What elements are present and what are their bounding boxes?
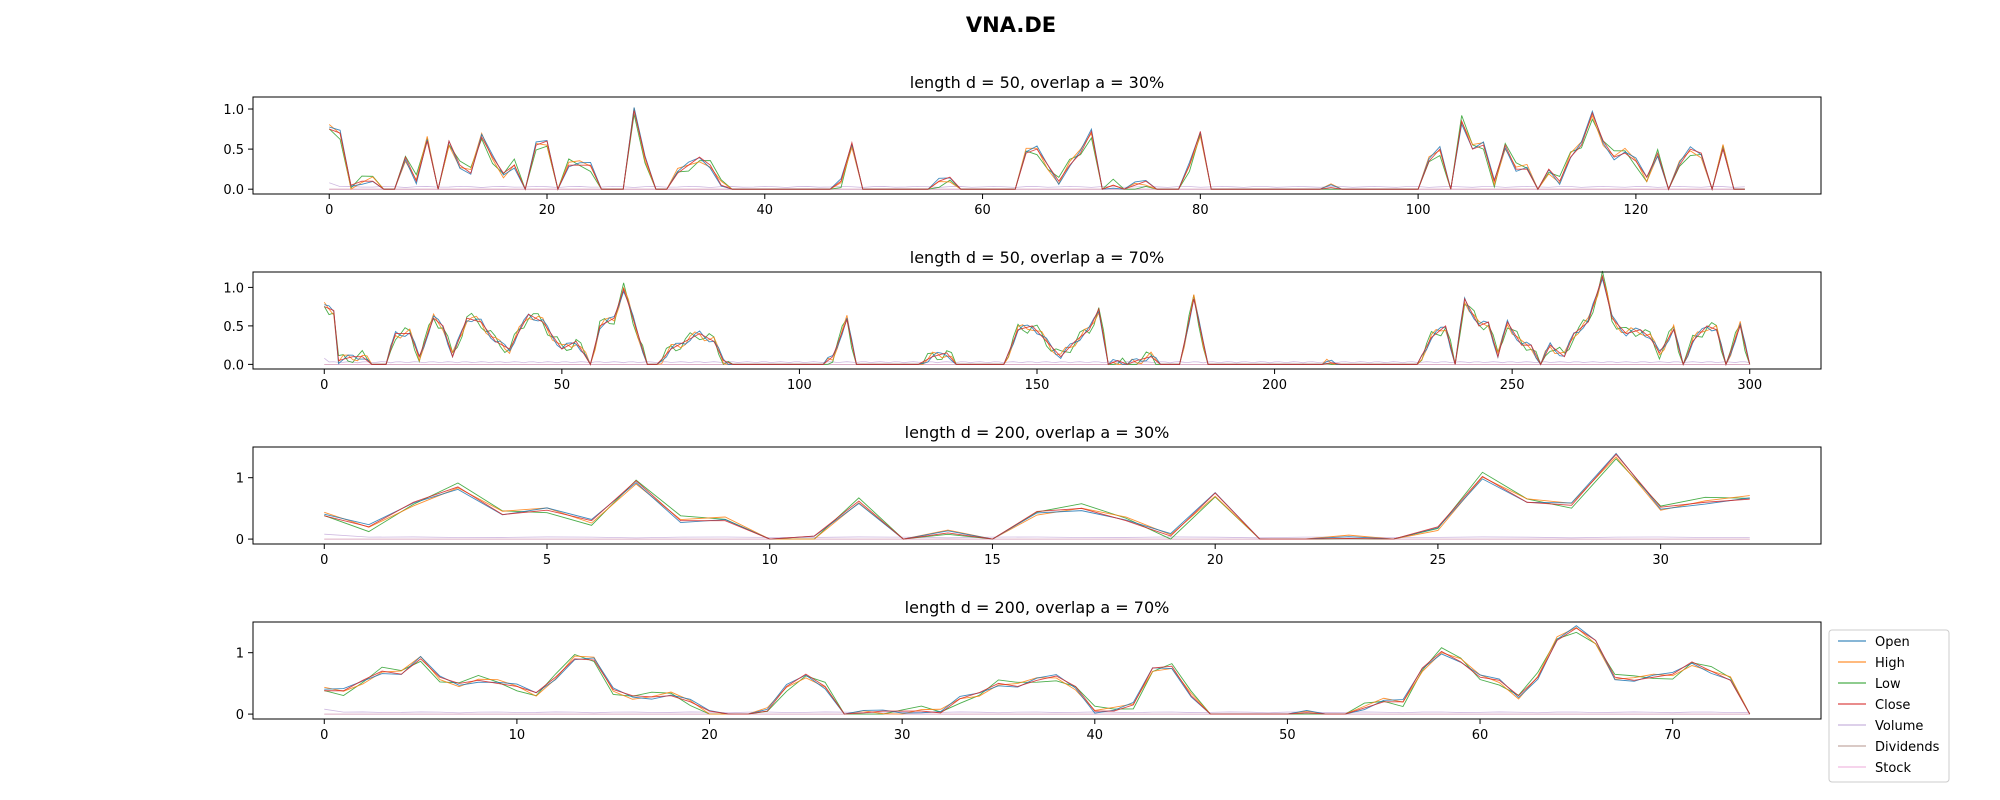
legend-label-dividends: Dividends (1875, 740, 1940, 755)
y-tick-label: 1.0 (223, 103, 244, 118)
x-tick-label: 0 (320, 378, 328, 393)
x-tick-label: 10 (509, 728, 526, 743)
series-line-volume (329, 182, 1745, 188)
series-line-close (324, 274, 1751, 366)
x-tick-label: 30 (1652, 553, 1669, 568)
x-tick-label: 80 (1192, 203, 1209, 218)
figure-title: VNA.DE (966, 13, 1056, 37)
legend-label-high: High (1875, 656, 1905, 671)
y-tick-label: 1 (236, 647, 244, 662)
legend-label-volume: Volume (1875, 719, 1923, 734)
series-line-open (329, 107, 1745, 191)
series-line-low (324, 458, 1750, 540)
legend-box (1828, 629, 1950, 783)
x-tick-label: 0 (320, 553, 328, 568)
x-tick-label: 0 (320, 728, 328, 743)
x-tick-label: 25 (1430, 553, 1447, 568)
series-line-low (324, 631, 1751, 715)
y-tick-label: 0 (236, 708, 244, 723)
legend-label-open: Open (1875, 635, 1910, 650)
series-line-volume (324, 533, 1750, 539)
subplot-2-title: length d = 50, overlap a = 70% (910, 248, 1164, 267)
x-tick-label: 120 (1623, 203, 1648, 218)
y-tick-label: 0.0 (223, 358, 244, 373)
legend-label-close: Close (1875, 698, 1910, 713)
series-line-high (328, 107, 1745, 191)
series-line-high (324, 627, 1751, 715)
y-tick-label: 0.0 (223, 183, 244, 198)
x-tick-label: 200 (1262, 378, 1287, 393)
subplot-1-title: length d = 50, overlap a = 30% (910, 73, 1164, 92)
x-tick-label: 40 (757, 203, 774, 218)
subplot-2: length d = 50, overlap a = 70% 0 50 100 150… (223, 248, 1822, 393)
subplot-3: length d = 200, overlap a = 30% 0 5 10 15 20… (236, 423, 1822, 568)
x-tick-label: 40 (1087, 728, 1104, 743)
legend-label-stock: Stock (1875, 761, 1911, 776)
x-tick-label: 20 (1207, 553, 1224, 568)
y-tick-label: 0 (236, 533, 244, 548)
plot-frame (252, 621, 1822, 720)
plot-frame (252, 96, 1822, 195)
subplot-4-plot-area: 0 10 20 30 40 50 60 70 0 1 (236, 621, 1822, 743)
x-tick-label: 60 (1472, 728, 1489, 743)
plot-frame (252, 446, 1822, 545)
series-line-low (328, 114, 1745, 191)
y-tick-label: 0.5 (223, 143, 244, 158)
x-tick-label: 60 (974, 203, 991, 218)
legend-label-low: Low (1875, 677, 1901, 692)
subplot-4: length d = 200, overlap a = 70% 0 10 20 30 4… (236, 598, 1822, 743)
series-line-close (324, 453, 1750, 540)
legend: Open High Low Close Volume Dividends Stock (1828, 629, 1950, 783)
x-tick-label: 30 (894, 728, 911, 743)
x-tick-label: 15 (984, 553, 1001, 568)
x-tick-label: 250 (1500, 378, 1525, 393)
x-tick-label: 50 (1279, 728, 1296, 743)
series-line-volume (324, 357, 1750, 364)
y-tick-label: 0.5 (223, 320, 244, 335)
subplot-3-title: length d = 200, overlap a = 30% (905, 423, 1170, 442)
series-line-open (324, 452, 1750, 540)
series-line-close (324, 627, 1751, 715)
x-tick-label: 70 (1664, 728, 1681, 743)
series-line-low (323, 270, 1751, 366)
subplot-2-plot-area: 0 50 100 150 200 250 300 0.0 0.5 1.0 (223, 270, 1822, 393)
x-tick-label: 300 (1737, 378, 1762, 393)
series-line-open (324, 625, 1751, 715)
x-tick-label: 20 (701, 728, 718, 743)
x-tick-label: 10 (761, 553, 778, 568)
x-tick-label: 20 (539, 203, 556, 218)
series-line-high (324, 456, 1750, 540)
subplot-1: length d = 50, overlap a = 30% 0 20 40 60 80… (223, 73, 1822, 218)
subplot-1-plot-area: 0 20 40 60 80 100 120 0.0 0.5 1.0 (223, 96, 1822, 218)
subplot-3-plot-area: 0 5 10 15 20 25 30 0 1 (236, 446, 1822, 568)
series-line-volume (324, 708, 1750, 714)
series-line-close (329, 110, 1745, 191)
y-tick-label: 1.0 (223, 281, 244, 296)
y-tick-label: 1 (236, 472, 244, 487)
x-tick-label: 50 (554, 378, 571, 393)
x-tick-label: 5 (543, 553, 551, 568)
x-tick-label: 150 (1025, 378, 1050, 393)
x-tick-label: 0 (325, 203, 333, 218)
x-tick-label: 100 (1406, 203, 1431, 218)
subplot-4-title: length d = 200, overlap a = 70% (905, 598, 1170, 617)
x-tick-label: 100 (787, 378, 812, 393)
